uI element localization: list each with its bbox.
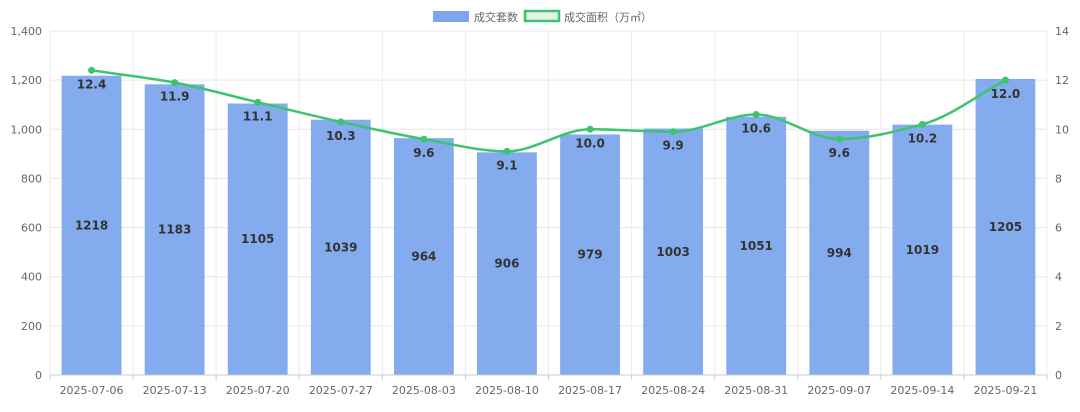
line-point [171,79,179,87]
bar [393,138,454,375]
bar [477,152,537,375]
x-tick-label: 2025-07-27 [309,384,373,397]
x-tick-label: 2025-08-24 [641,384,705,397]
bars [61,75,1036,376]
legend-item-bar[interactable]: 成交套数 [433,10,518,24]
line-data-label: 12.0 [991,87,1021,101]
y-left-tick-label: 600 [21,222,42,235]
bar [892,124,953,375]
bar [144,84,205,375]
bar-data-label: 979 [578,248,603,262]
x-tick-label: 2025-09-21 [973,384,1037,397]
line-point [337,118,345,126]
line-point [420,135,428,143]
y-left-tick-label: 1,400 [11,25,43,38]
bar [310,119,371,376]
x-tick-label: 2025-07-06 [60,384,124,397]
y-right-tick-label: 14 [1055,25,1069,38]
line-data-label: 11.1 [243,109,273,123]
x-tick-label: 2025-09-07 [807,384,871,397]
bar-data-label: 1218 [75,218,108,232]
y-right-tick-label: 12 [1055,74,1069,87]
y-right-tick-label: 6 [1055,222,1062,235]
line-point [88,66,96,74]
data-labels: 12.4 11.9 11.1 10.3 9.6 9.1 10.0 9.9 10.6 9.6 10.2… [75,77,1022,270]
bar [809,130,870,375]
legend-swatch-bar [433,11,469,22]
y-left-tick-label: 1,000 [11,123,43,136]
x-tick-label: 2025-07-13 [143,384,207,397]
bar-data-label: 1039 [324,240,357,254]
line-point [752,111,760,119]
bar-data-label: 994 [827,246,852,260]
bar-data-label: 906 [494,257,519,271]
bar [227,103,288,375]
bar-data-label: 1051 [740,239,773,253]
x-tick-label: 2025-08-10 [475,384,539,397]
bar-data-label: 1003 [656,245,689,259]
line-point [254,98,262,106]
x-tick-label: 2025-09-14 [890,384,954,397]
line-data-label: 9.9 [662,139,683,153]
axes: 0 0 200 2 400 4 600 6 800 8 1,000 10 1,200 12 1,400 14 2… [11,25,1070,397]
y-left-tick-label: 400 [21,271,42,284]
y-left-tick-label: 200 [21,320,42,333]
legend-swatch-line [523,9,561,23]
y-right-tick-label: 10 [1055,123,1069,136]
y-right-tick-label: 2 [1055,320,1062,333]
line-point [586,125,594,133]
legend-label-line: 成交面积（万㎡） [564,10,652,24]
y-right-tick-label: 8 [1055,172,1062,185]
line-data-label: 10.6 [741,122,771,136]
bar-data-label: 1019 [906,243,939,257]
line-data-label: 11.9 [160,90,190,104]
line-data-label: 10.3 [326,129,356,143]
bar [643,128,704,375]
bar [560,134,620,375]
line-data-label: 9.1 [496,158,517,172]
x-tick-label: 2025-08-17 [558,384,622,397]
line-point [918,120,926,128]
bar-data-label: 1105 [241,232,274,246]
line-path [91,69,1007,153]
line-data-label: 9.6 [413,146,434,160]
line-data-label: 10.2 [908,131,938,145]
bar [975,78,1036,376]
line-point [1001,76,1009,84]
line-point [835,135,843,143]
bar-data-label: 1205 [989,220,1022,234]
legend-label-bar: 成交套数 [474,10,518,24]
legend[interactable]: 成交套数 成交面积（万㎡） [433,9,652,24]
line-series [88,66,1009,155]
x-tick-label: 2025-08-03 [392,384,456,397]
x-tick-label: 2025-07-20 [226,384,290,397]
bar [61,75,122,375]
y-right-tick-label: 4 [1055,271,1062,284]
x-tick-label: 2025-08-31 [724,384,788,397]
line-point [503,147,511,155]
grid [49,30,1048,376]
y-left-tick-label: 800 [21,172,42,185]
line-data-label: 12.4 [77,77,107,91]
bar-data-label: 1183 [158,223,191,237]
bar-data-label: 964 [411,250,436,264]
line-data-label: 10.0 [575,136,605,150]
line-point [669,128,677,136]
bar [726,116,787,376]
legend-item-line[interactable]: 成交面积（万㎡） [523,9,652,24]
y-right-tick-label: 0 [1055,369,1062,382]
y-left-tick-label: 0 [35,369,42,382]
line-data-label: 9.6 [829,146,850,160]
y-left-tick-label: 1,200 [11,74,43,87]
